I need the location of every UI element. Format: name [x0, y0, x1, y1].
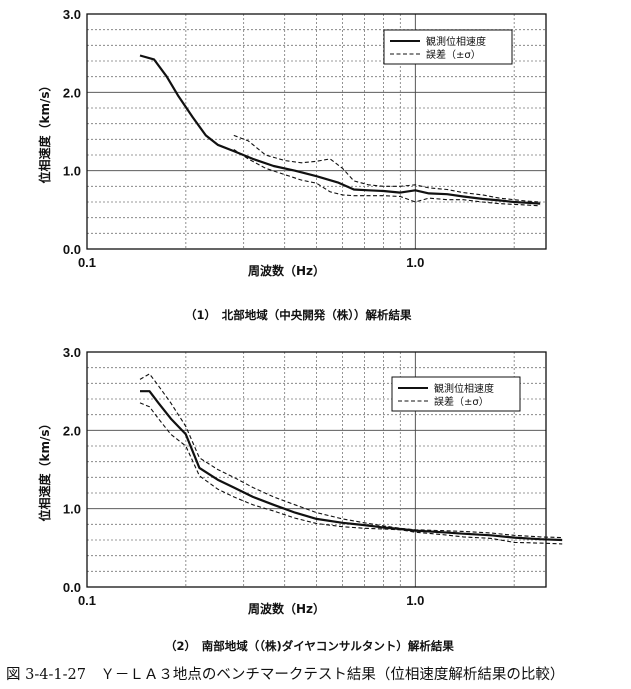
legend-label: 誤差（±σ） — [426, 48, 481, 61]
plot-frame — [86, 351, 547, 588]
y-tick-label: 2.0 — [63, 423, 81, 438]
plot-frame — [86, 13, 547, 250]
series-line-error-bound — [233, 134, 541, 203]
series-line-observed — [139, 54, 541, 205]
legend-label: 観測位相速度 — [426, 35, 486, 48]
y-tick-label: 1.0 — [63, 502, 81, 517]
legend-box — [383, 29, 513, 65]
legend-box — [391, 376, 521, 412]
legend-label: 誤差（±σ） — [434, 395, 489, 408]
y-tick-label: 3.0 — [63, 345, 81, 360]
chart-1-caption: （1） 北部地域（中央開発（株））解析結果 — [185, 308, 412, 322]
y-tick-label: 0.0 — [63, 242, 81, 257]
chart-2-caption: （2） 南部地域（（株)ダイヤコンサルタント）解析結果 — [165, 639, 454, 653]
chart-2: 0.0 1.0 2.0 3.0 0.1 1.0 周波数（Hz） 位相速度（km/s） 観測位相速… — [37, 345, 563, 616]
y-tick-label: 2.0 — [63, 85, 81, 100]
series-line-error-bound — [139, 373, 563, 539]
y-tick-label: 3.0 — [63, 7, 81, 22]
figure-caption: 図 3-4-1-27 Ｙ－ＬＡ３地点のベンチマークテスト結果（位相速度解析結果の… — [6, 667, 565, 683]
legend-label: 観測位相速度 — [434, 382, 494, 395]
x-tick-label: 1.0 — [406, 593, 424, 608]
y-axis-label: 位相速度（km/s） — [37, 417, 52, 521]
series-line-error-bound — [139, 402, 563, 545]
x-tick-label: 0.1 — [78, 255, 96, 270]
y-axis-label: 位相速度（km/s） — [37, 79, 52, 183]
series-line-observed — [140, 390, 563, 542]
x-tick-label: 1.0 — [406, 255, 424, 270]
chart-1: 0.0 1.0 2.0 3.0 0.1 1.0 周波数（Hz） 位相速度（km/s） 観測位相速… — [37, 7, 547, 278]
x-axis-label: 周波数（Hz） — [248, 601, 325, 616]
x-axis-label: 周波数（Hz） — [248, 263, 325, 278]
y-tick-label: 1.0 — [63, 164, 81, 179]
x-tick-label: 0.1 — [78, 593, 96, 608]
series-line-error-bound — [233, 149, 541, 207]
y-tick-label: 0.0 — [63, 580, 81, 595]
